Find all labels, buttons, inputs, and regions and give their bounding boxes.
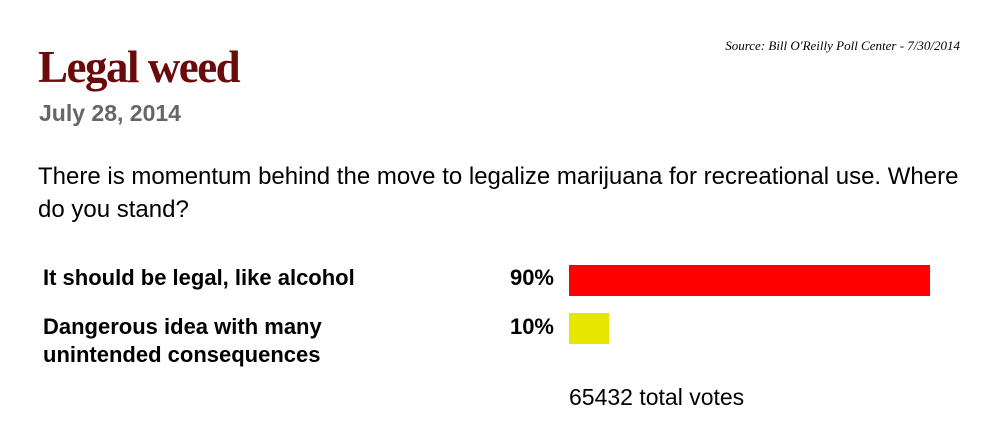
bar-dangerous [569, 313, 610, 344]
option-percent-legal: 90% [509, 265, 554, 290]
poll-date: July 28, 2014 [39, 100, 181, 126]
bar-legal [569, 265, 930, 296]
total-votes: 65432 total votes [569, 384, 745, 410]
option-label-dangerous: Dangerous idea with many unintended cons… [43, 314, 322, 367]
option-label-legal: It should be legal, like alcohol [43, 265, 355, 290]
option-percent-dangerous: 10% [509, 314, 554, 339]
results-bar-chart [569, 265, 930, 344]
source-credit: Source: Bill O'Reilly Poll Center - 7/30… [725, 38, 960, 53]
page-title: Legal weed [38, 42, 241, 92]
poll-question: There is momentum behind the move to leg… [38, 163, 959, 223]
